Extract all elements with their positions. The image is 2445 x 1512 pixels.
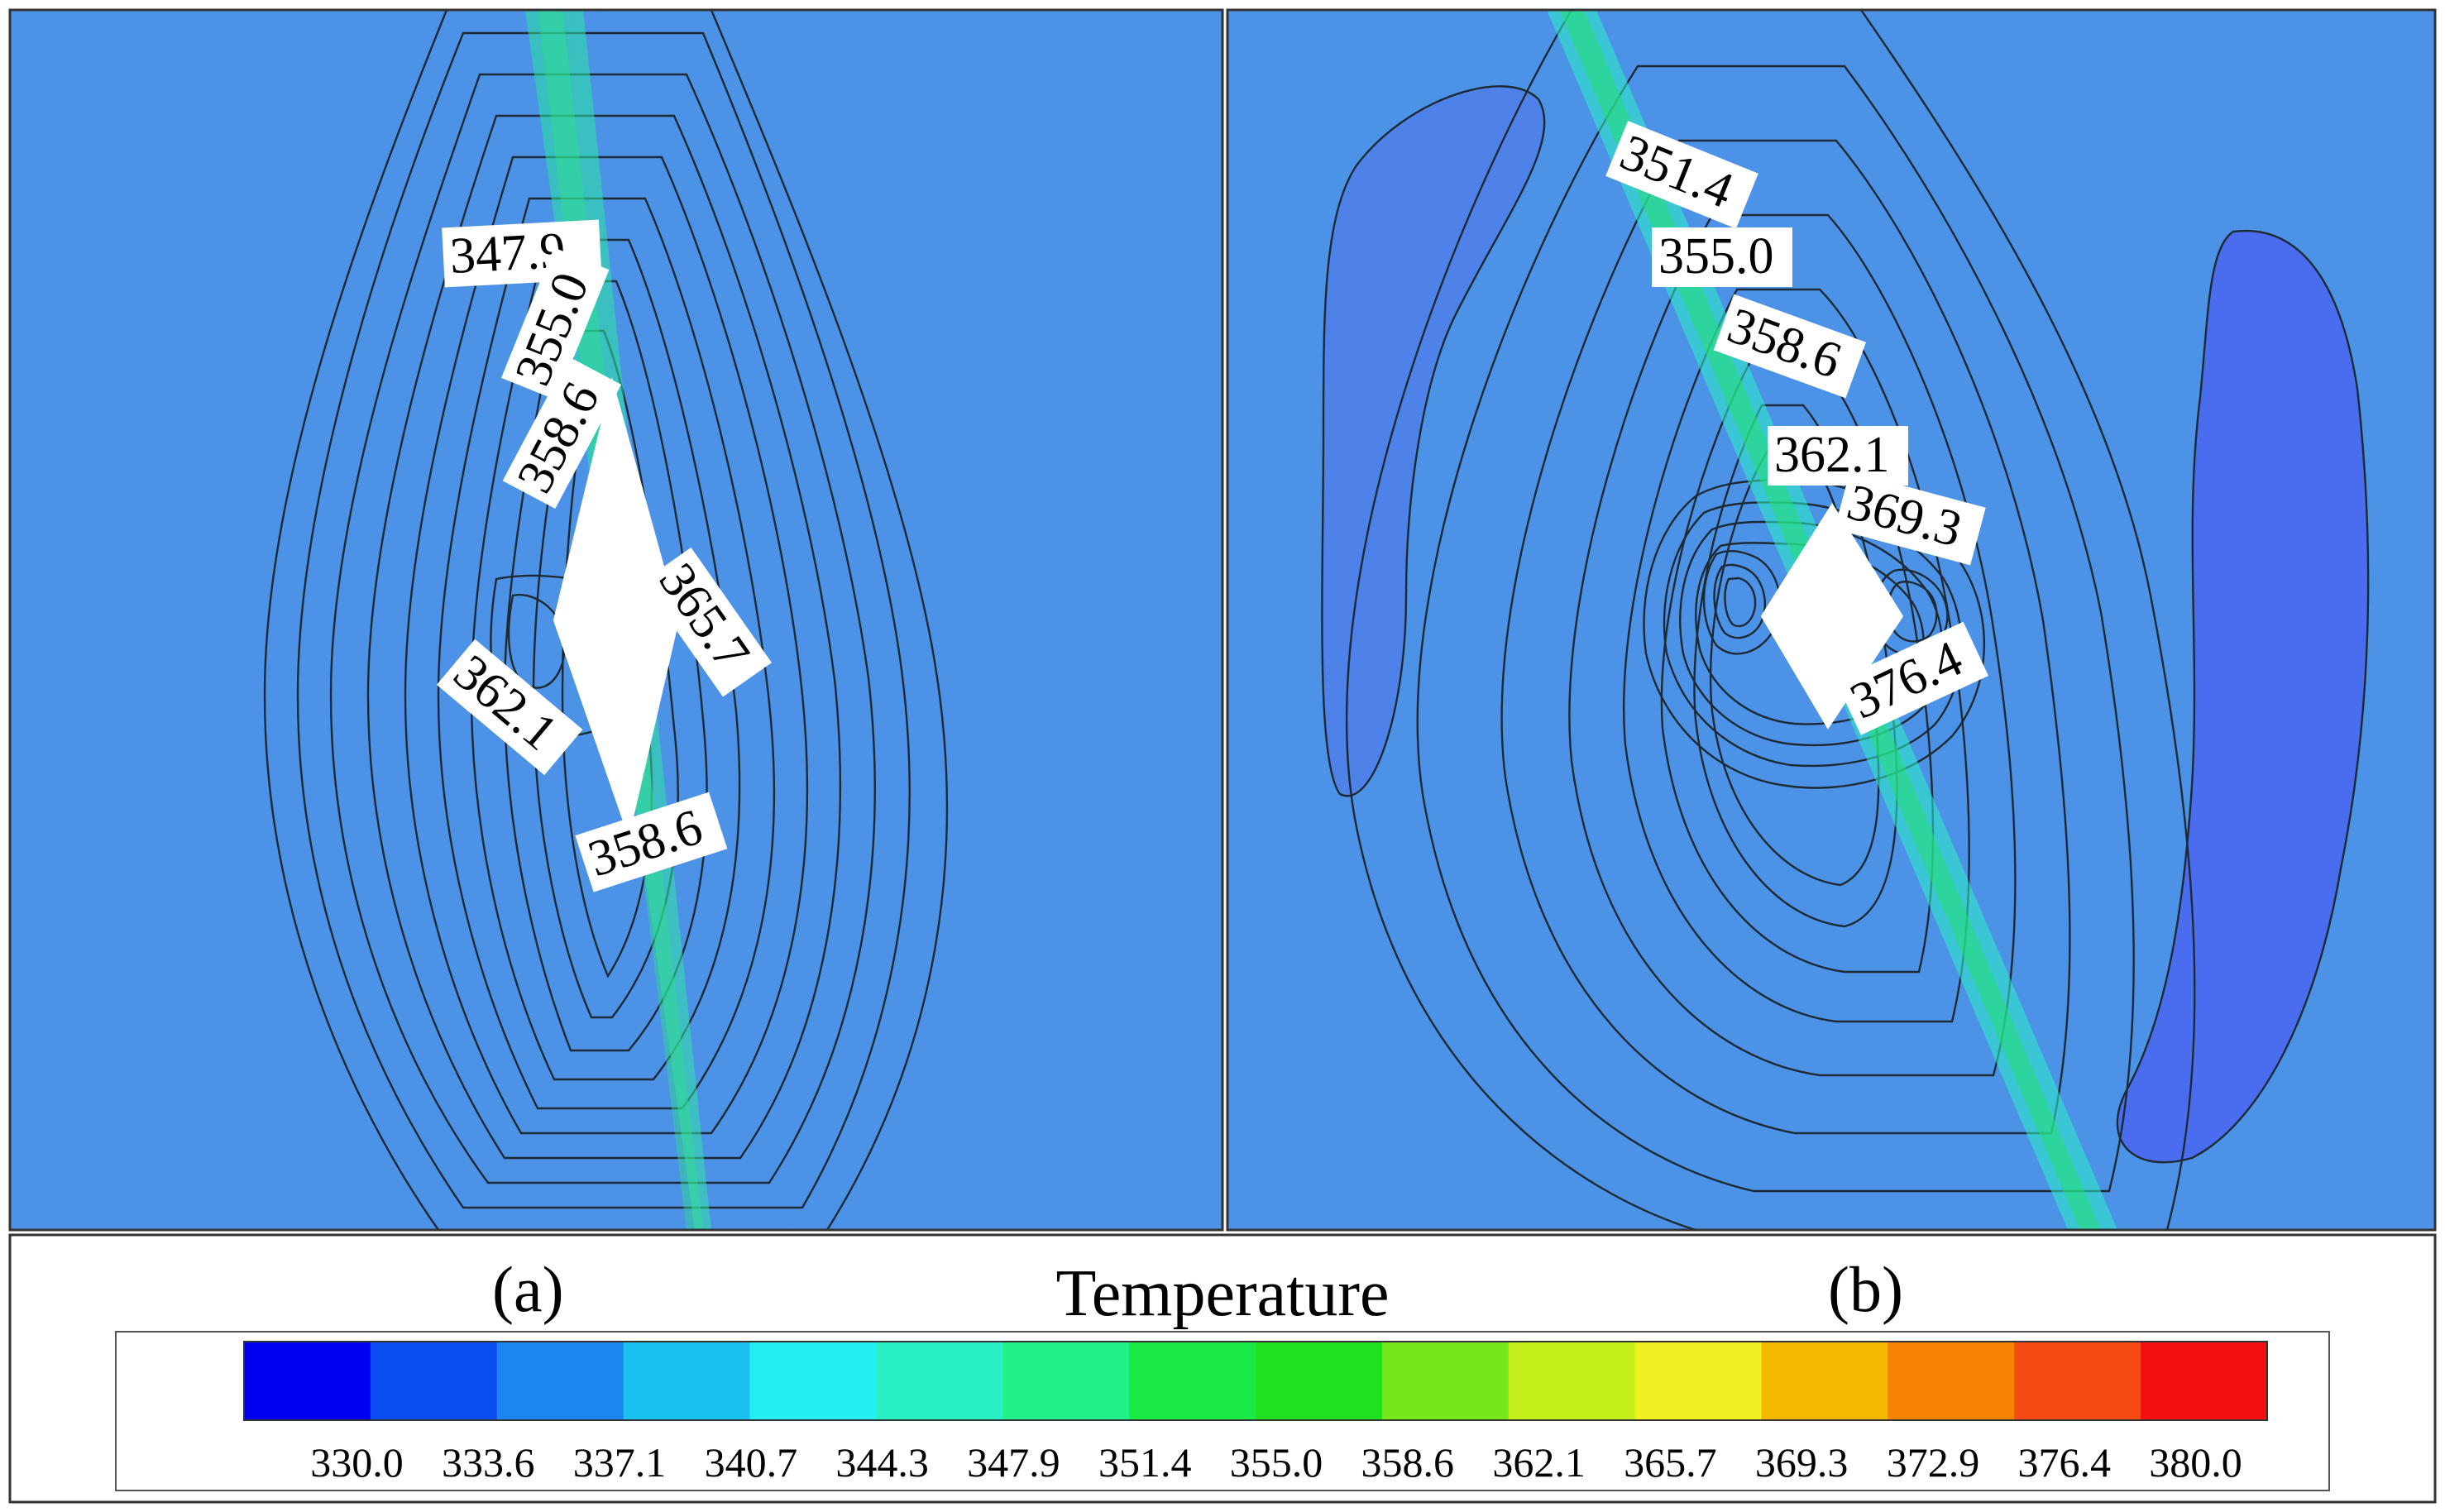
colorbar-swatch [370, 1342, 498, 1420]
colorbar-tick-label: 376.4 [2018, 1439, 2112, 1486]
colorbar-swatch [1381, 1342, 1510, 1420]
colorbar-tick-label: 369.3 [1755, 1439, 1849, 1486]
colorbar-tick-label: 372.9 [1887, 1439, 1980, 1486]
colorbar-tick-label: 330.0 [310, 1439, 404, 1486]
colorbar-swatch [1888, 1342, 2015, 1420]
colorbar-swatch [1129, 1342, 1256, 1420]
colorbar-swatch [1634, 1342, 1763, 1420]
colorbar-ticks: 330.0 333.6 337.1 340.7 344.3 347.9 351.4 355.0… [310, 1439, 2242, 1486]
panel-label-a: (a) [492, 1253, 564, 1325]
colorbar-swatch [749, 1342, 877, 1420]
colorbar-swatch [876, 1342, 1003, 1420]
colorbar-tick-label: 344.3 [835, 1439, 929, 1486]
colorbar-tick-label: 340.7 [705, 1439, 798, 1486]
colorbar-swatch [623, 1342, 751, 1420]
colorbar-tick-label: 333.6 [442, 1439, 535, 1486]
colorbar-tick-label: 347.9 [967, 1439, 1060, 1486]
colorbar-tick-label: 365.7 [1624, 1439, 1717, 1486]
panel-b-frame [1226, 8, 2437, 1232]
colorbar-tick-label: 380.0 [2149, 1439, 2242, 1486]
colorbar-swatch [1002, 1342, 1130, 1420]
svg-text:362.1: 362.1 [1774, 427, 1890, 483]
colorbar-frame [115, 1331, 2330, 1491]
colorbar-swatch [496, 1342, 624, 1420]
contour-label-b-3: 362.1 [1768, 426, 1908, 486]
panel-a-frame [8, 8, 1224, 1232]
colorbar-swatch [1508, 1342, 1636, 1420]
panel-label-b: (b) [1828, 1253, 1903, 1325]
colorbar-tick-label: 362.1 [1492, 1439, 1586, 1486]
colorbar-border [243, 1341, 2268, 1421]
colorbar-tick-label: 355.0 [1230, 1439, 1323, 1486]
panel-b [1227, 10, 2435, 1230]
colorbar-swatch [2141, 1342, 2268, 1420]
colorbar-swatch [1761, 1342, 1888, 1420]
panel-a [10, 10, 1222, 1230]
colorbar-swatch [2014, 1342, 2141, 1420]
contour-label-b-1: 355.0 [1652, 227, 1792, 287]
colorbar-swatch [1256, 1342, 1383, 1420]
legend-title: Temperature [1055, 1257, 1389, 1330]
colorbar-tick-label: 351.4 [1098, 1439, 1192, 1486]
colorbar-swatch [244, 1342, 371, 1420]
colorbar-tick-label: 358.6 [1361, 1439, 1455, 1486]
colorbar-tick-label: 337.1 [573, 1439, 667, 1486]
svg-text:355.0: 355.0 [1658, 228, 1774, 285]
colorbar [243, 1341, 2268, 1421]
